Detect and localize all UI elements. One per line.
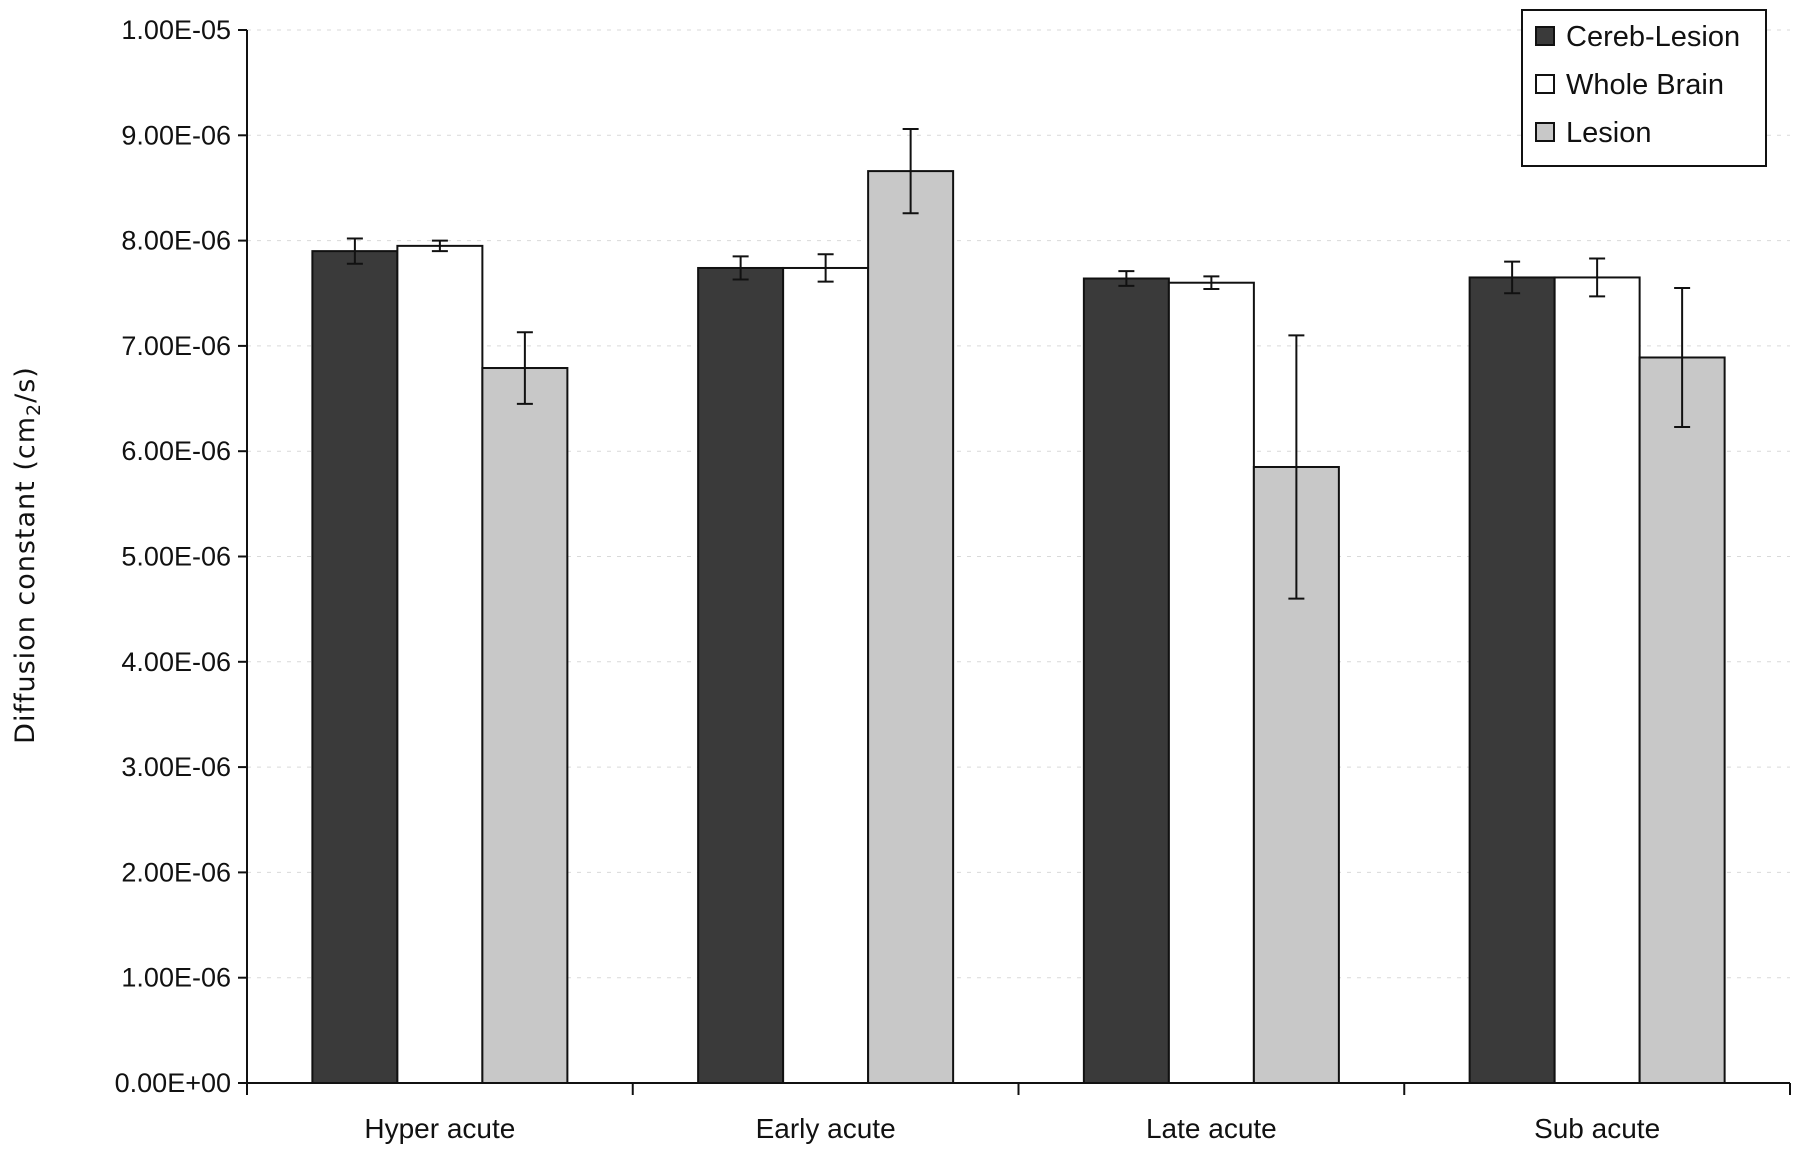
y-axis-title-main: Diffusion constant (cm [10,416,41,744]
bar [481,367,569,1084]
x-axis-categories: Hyper acute Early acute Late acute Sub acut… [364,1113,1660,1144]
x-category-label: Early acute [756,1113,896,1144]
y-tick-label: 9.00E-06 [121,120,231,150]
y-axis-title: Diffusion constant (cm2/s) [10,366,45,744]
bar [1468,276,1556,1084]
y-axis-ticks: 0.00E+00 1.00E-06 2.00E-06 3.00E-06 4.00E-06… [115,15,247,1098]
x-category-label: Sub acute [1534,1113,1660,1144]
y-tick-label: 8.00E-06 [121,226,231,256]
legend-label: Whole Brain [1566,69,1724,101]
bar [311,250,399,1084]
legend: Cereb-Lesion Whole Brain Lesion [1521,9,1767,167]
legend-label: Cereb-Lesion [1566,21,1740,53]
bar [697,266,785,1084]
y-tick-label: 0.00E+00 [115,1068,231,1098]
y-tick-label: 7.00E-06 [121,331,231,361]
error-bars [346,127,1691,600]
bar [1167,281,1255,1085]
grid-lines [247,29,1790,979]
bars [311,170,1726,1085]
y-tick-label: 1.00E-06 [121,963,231,993]
bar [1082,277,1170,1084]
bar [1638,356,1726,1085]
legend-label: Lesion [1566,117,1651,149]
y-tick-label: 1.00E-05 [121,15,231,45]
x-category-label: Late acute [1146,1113,1277,1144]
y-tick-label: 4.00E-06 [121,647,231,677]
legend-swatch [1535,74,1555,94]
y-tick-label: 6.00E-06 [121,436,231,466]
y-tick-label: 2.00E-06 [121,857,231,887]
y-tick-label: 3.00E-06 [121,752,231,782]
bar [1553,276,1641,1084]
y-axis-title-end: /s) [10,366,41,403]
legend-box [1521,9,1767,167]
bar [782,266,870,1084]
legend-swatch [1535,122,1555,142]
y-axis-title-subscript: 2 [23,403,45,416]
x-category-label: Hyper acute [364,1113,515,1144]
y-tick-label: 5.00E-06 [121,542,231,572]
legend-swatch [1535,26,1555,46]
bar [396,244,484,1085]
bar [867,170,955,1085]
